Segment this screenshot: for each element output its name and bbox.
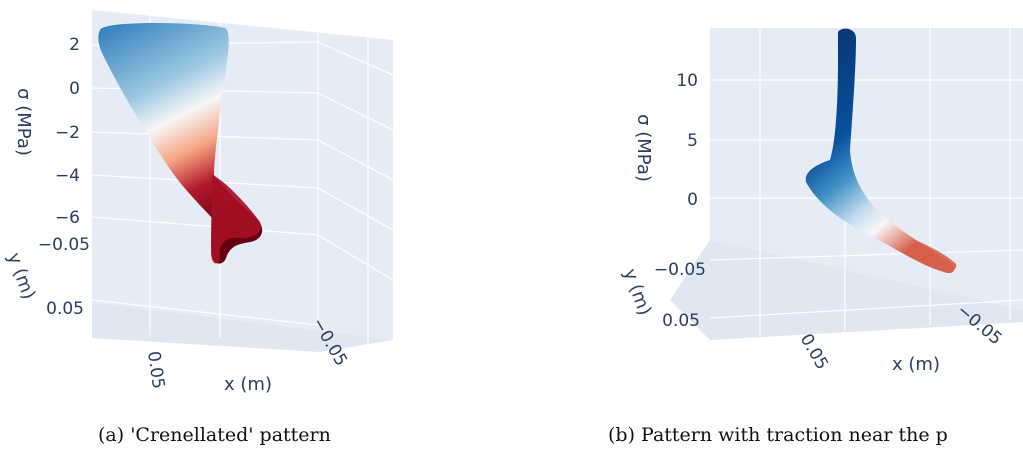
floor-pane <box>92 302 393 352</box>
y-tick: −0.05 <box>38 235 90 255</box>
z-tick: −2 <box>55 123 80 143</box>
y-tick: 0.05 <box>46 299 84 319</box>
figure-panel-b: 10 5 0 σ (MPa) −0.05 0.05 y (m) 0.05 −0.… <box>520 0 1023 446</box>
caption-b: (b) Pattern with traction near the p <box>608 424 948 446</box>
y-axis-title: y (m) <box>3 250 39 302</box>
plot-3d-b: 10 5 0 σ (MPa) −0.05 0.05 y (m) 0.05 −0.… <box>619 28 1023 375</box>
x-axis-title: x (m) <box>892 354 940 375</box>
y-tick: 0.05 <box>662 311 700 331</box>
z-tick: 0 <box>69 79 80 99</box>
z-tick: 2 <box>69 35 80 55</box>
x-tick: 0.05 <box>796 331 832 374</box>
plot-3d-a: 2 0 −2 −4 −6 σ (MPa) −0.05 0.05 y (m) 0.… <box>3 10 394 395</box>
z-tick: 0 <box>687 190 698 210</box>
z-tick-labels: 2 0 −2 −4 −6 <box>55 35 80 228</box>
scatter-cloud-a-lower <box>211 175 261 264</box>
scatter-cloud-b <box>805 28 955 274</box>
scatter-cloud-b-tail <box>910 240 957 272</box>
z-tick: −4 <box>55 166 80 186</box>
z-tick: 10 <box>676 71 698 91</box>
z-tick: 5 <box>687 131 698 151</box>
x-tick: 0.05 <box>143 350 168 390</box>
figure-panel-a: 2 0 −2 −4 −6 σ (MPa) −0.05 0.05 y (m) 0.… <box>0 0 520 446</box>
y-tick: −0.05 <box>654 260 706 280</box>
y-axis-title: y (m) <box>619 266 655 318</box>
caption-a: (a) 'Crenellated' pattern <box>98 424 331 446</box>
z-axis-title: σ (MPa) <box>13 88 34 156</box>
z-axis-title: σ (MPa) <box>633 114 654 182</box>
x-axis-title: x (m) <box>224 374 272 395</box>
z-tick-labels: 10 5 0 <box>676 71 698 210</box>
z-tick: −6 <box>55 208 80 228</box>
